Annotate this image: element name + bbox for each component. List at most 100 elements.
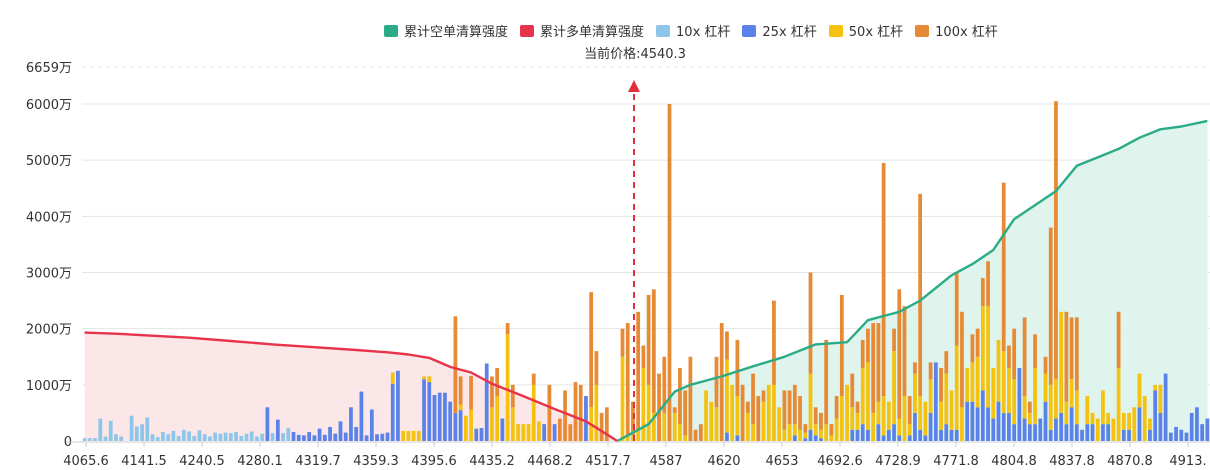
bar-50x (860, 367, 865, 425)
bar-10x (171, 430, 176, 441)
legend-item-long-cum[interactable]: 累计多单清算强度 (520, 21, 644, 40)
bar-100x (740, 384, 745, 441)
bar-25x (385, 432, 390, 441)
long-cum-area (84, 332, 618, 441)
bar-50x (594, 384, 599, 441)
x-tick-label: 4653 (765, 454, 798, 469)
bar-10x (208, 436, 212, 441)
x-tick-label: 4587 (649, 454, 682, 469)
area-layer (84, 120, 1208, 442)
bar-100x (860, 339, 865, 368)
bar-50x (416, 430, 421, 441)
bar-100x (980, 278, 985, 307)
bar-10x (197, 430, 202, 441)
bar-25x (881, 435, 886, 441)
bar-50x (829, 435, 834, 441)
x-tick-label: 4517.7 (585, 454, 631, 469)
bar-50x (834, 418, 839, 441)
bar-50x (876, 401, 881, 425)
bar-100x (834, 396, 839, 419)
bar-25x (1059, 412, 1064, 441)
x-tick-label: 4395.6 (411, 454, 457, 469)
bar-25x (302, 435, 306, 441)
bar-50x (495, 396, 500, 441)
bar-25x (1038, 418, 1043, 441)
bar-10x (161, 432, 165, 441)
bar-10x (145, 417, 150, 441)
bar-25x (792, 435, 797, 441)
bar-100x (620, 328, 625, 357)
bar-50x (918, 396, 923, 430)
bar-100x (1048, 227, 1053, 385)
bar-50x (1059, 311, 1064, 413)
x-tick-label: 4280.1 (237, 454, 283, 469)
bar-100x (678, 367, 682, 425)
bar-50x (631, 435, 635, 441)
bar-25x (1074, 424, 1079, 441)
bar-25x (1007, 412, 1011, 441)
bar-10x (213, 432, 218, 441)
bar-25x (803, 438, 808, 441)
bar-10x (82, 438, 87, 441)
bar-100x (735, 339, 740, 397)
legend-item-lev50[interactable]: 50x 杠杆 (828, 21, 903, 40)
bar-10x (223, 432, 228, 441)
bar-50x (510, 407, 515, 441)
bar-25x (359, 391, 364, 441)
bar-10x (181, 429, 186, 441)
bar-50x (1142, 396, 1147, 441)
bar-50x (1048, 384, 1053, 430)
bar-50x (651, 412, 656, 441)
bar-100x (688, 356, 693, 441)
bar-50x (1043, 373, 1048, 402)
legend-label: 100x 杠杆 (935, 25, 998, 40)
bar-100x (1027, 401, 1032, 413)
bar-100x (960, 311, 964, 408)
bar-50x (897, 418, 902, 436)
legend-item-lev100[interactable]: 100x 杠杆 (915, 21, 998, 40)
bar-50x (678, 424, 682, 441)
bar-50x (490, 407, 494, 441)
bar-100x (604, 407, 609, 441)
legend-item-short-cum[interactable]: 累计空单清算强度 (384, 21, 508, 40)
bar-25x (1043, 401, 1048, 441)
bar-25x (443, 392, 447, 441)
bar-10x (87, 438, 92, 441)
bar-50x (1095, 418, 1100, 441)
bar-100x (1007, 345, 1011, 368)
bar-25x (918, 429, 923, 441)
bar-50x (965, 367, 970, 402)
bar-25x (291, 432, 296, 441)
bar-25x (317, 428, 322, 441)
bar-50x (798, 429, 802, 441)
bar-50x (866, 362, 870, 430)
bar-100x (907, 396, 912, 425)
bar-25x (1017, 367, 1022, 441)
bar-25x (1001, 412, 1006, 441)
x-tick-label: 4141.5 (121, 454, 167, 469)
bar-100x (1069, 317, 1074, 380)
bar-25x (819, 438, 823, 441)
bar-25x (996, 401, 1001, 441)
legend-item-lev25[interactable]: 25x 杠杆 (742, 21, 817, 40)
bar-50x (886, 401, 891, 430)
bar-100x (495, 367, 500, 397)
bar-50x (526, 424, 531, 441)
legend-item-lev10[interactable]: 10x 杠杆 (656, 21, 730, 40)
bar-100x (510, 384, 515, 408)
bar-25x (923, 435, 928, 441)
bar-100x (667, 104, 672, 441)
bar-25x (939, 429, 943, 441)
bar-100x (745, 401, 750, 413)
bar-50x (1116, 367, 1121, 441)
legend-swatch (828, 24, 843, 37)
bar-layer (82, 101, 1210, 441)
bar-50x (808, 373, 813, 430)
bar-100x (651, 289, 656, 413)
bar-50x (975, 356, 980, 408)
bar-25x (1101, 424, 1105, 441)
bar-100x (1074, 317, 1079, 391)
bar-100x (672, 407, 677, 413)
bar-50x (986, 306, 990, 408)
